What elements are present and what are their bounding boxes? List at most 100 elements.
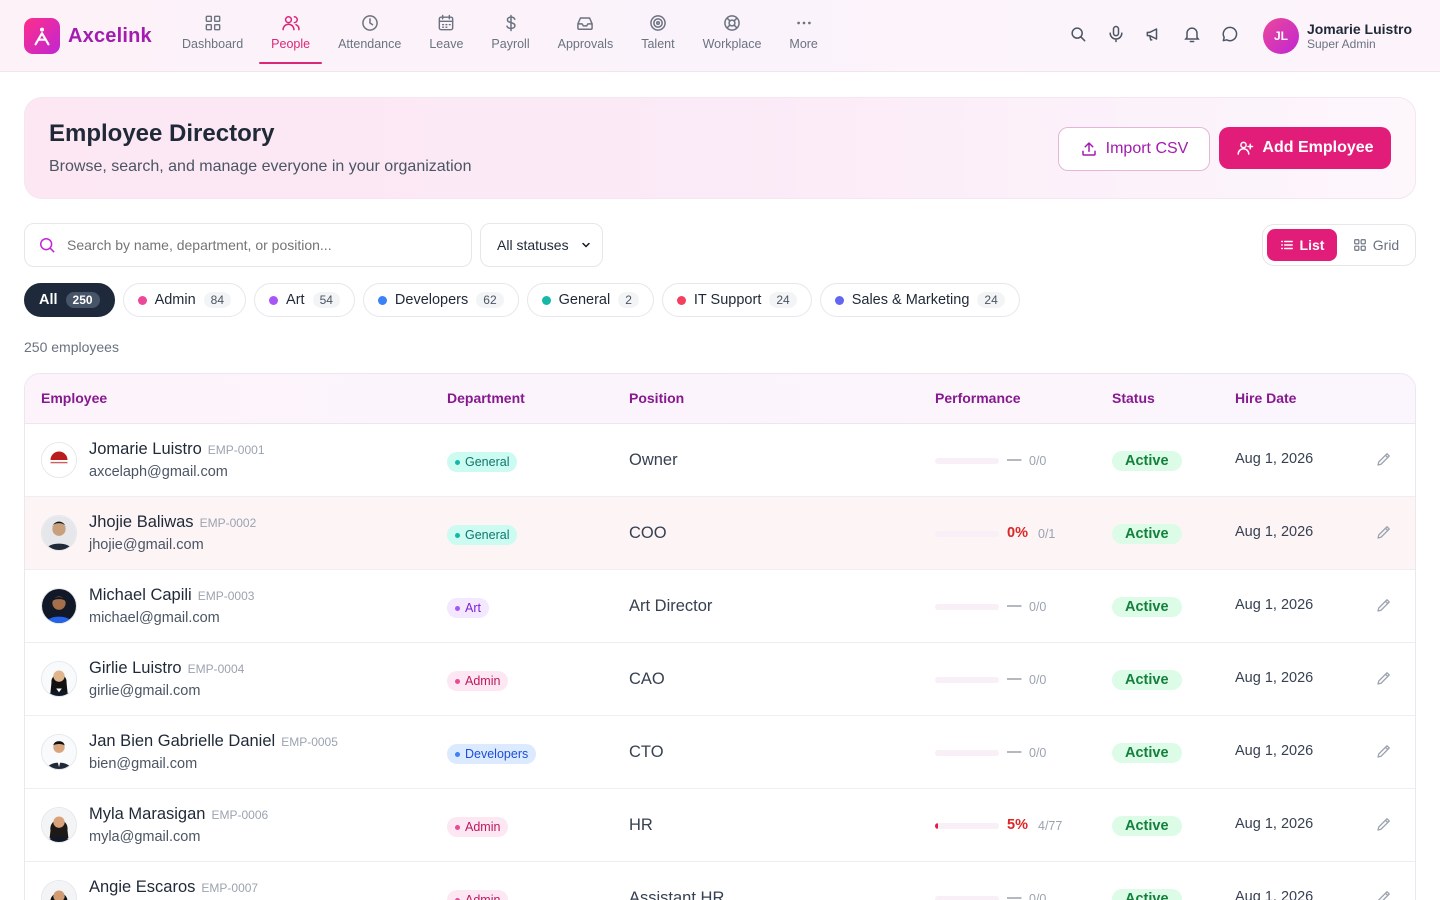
table-row[interactable]: Jomarie Luistro EMP-0001 axcelaph@gmail.co…	[25, 424, 1415, 497]
employee-count: 250 employees	[24, 339, 119, 355]
employee-name: Michael Capili	[89, 586, 192, 604]
table-row[interactable]: Jan Bien Gabrielle Daniel EMP-0005 bien@gm…	[25, 716, 1415, 789]
chip-label: Developers	[394, 292, 469, 308]
employee-name: Jomarie Luistro	[89, 440, 202, 458]
department-dot	[455, 532, 460, 538]
import-csv-button[interactable]: Import CSV	[1058, 127, 1210, 171]
employee-name-cell[interactable]: Jan Bien Gabrielle Daniel EMP-0005	[89, 732, 338, 751]
nav-item-payroll[interactable]: Payroll	[479, 0, 541, 64]
employee-name-cell[interactable]: Jomarie Luistro EMP-0001	[89, 440, 265, 459]
table-header: Employee Department Position Performance Sta…	[25, 374, 1415, 424]
filter-chip-art[interactable]: Art 54	[254, 283, 355, 317]
filter-chip-sales-marketing[interactable]: Sales & Marketing 24	[819, 283, 1020, 317]
dashboard-icon	[203, 13, 223, 37]
performance-bar	[935, 458, 999, 464]
table-row[interactable]: Myla Marasigan EMP-0006 myla@gmail.com Admi…	[25, 789, 1415, 862]
nav-item-attendance[interactable]: Attendance	[326, 0, 413, 64]
table-row[interactable]: Angie Escaros EMP-0007 Admin Assistant HR — 0…	[25, 862, 1415, 900]
chip-color-dot	[676, 295, 686, 305]
employee-table: Employee Department Position Performance Sta…	[24, 373, 1416, 900]
brand[interactable]: Axcelink	[24, 18, 152, 54]
search-box[interactable]	[24, 223, 472, 267]
user-avatar: JL	[1262, 18, 1299, 54]
add-employee-button[interactable]: Add Employee	[1219, 127, 1391, 169]
dollar-icon	[501, 13, 521, 37]
megaphone-icon[interactable]	[1144, 24, 1164, 44]
edit-pencil-icon[interactable]	[1375, 669, 1393, 687]
department-badge: Admin	[447, 817, 509, 837]
filter-chip-developers[interactable]: Developers 62	[362, 283, 519, 317]
employee-id: EMP-0001	[207, 443, 265, 457]
hire-date: Aug 1, 2026	[1235, 816, 1314, 832]
top-actions	[1068, 24, 1240, 44]
performance-ratio: 0/0	[1029, 892, 1047, 900]
filter-chip-all[interactable]: All 250	[24, 283, 115, 317]
microphone-icon[interactable]	[1106, 24, 1126, 44]
nav-item-label: Payroll	[491, 37, 530, 51]
column-header-status[interactable]: Status	[1112, 390, 1155, 406]
employee-name-cell[interactable]: Girlie Luistro EMP-0004	[89, 659, 244, 678]
edit-pencil-icon[interactable]	[1375, 450, 1393, 468]
search-icon[interactable]	[1068, 24, 1088, 44]
employee-email: jhojie@gmail.com	[89, 537, 204, 553]
grid-view-button[interactable]: Grid	[1341, 229, 1411, 261]
user-role: Super Admin	[1306, 37, 1376, 51]
chat-icon[interactable]	[1220, 24, 1240, 44]
nav-item-workplace[interactable]: Workplace	[691, 0, 774, 64]
edit-pencil-icon[interactable]	[1375, 888, 1393, 900]
column-header-performance[interactable]: Performance	[935, 390, 1021, 406]
status-filter-select[interactable]: All statuses	[480, 223, 603, 267]
chip-count: 84	[203, 292, 232, 308]
page-title: Employee Directory	[49, 120, 275, 147]
search-input[interactable]	[67, 237, 447, 253]
table-row[interactable]: Jhojie Baliwas EMP-0002 jhojie@gmail.com Ge…	[25, 497, 1415, 570]
employee-name-cell[interactable]: Jhojie Baliwas EMP-0002	[89, 513, 256, 532]
performance-bar	[935, 896, 999, 900]
table-row[interactable]: Michael Capili EMP-0003 michael@gmail.com A…	[25, 570, 1415, 643]
filter-chip-general[interactable]: General 2	[526, 283, 654, 317]
hire-date: Aug 1, 2026	[1235, 889, 1314, 900]
performance-percent: 0%	[1007, 525, 1028, 541]
hire-date: Aug 1, 2026	[1235, 451, 1314, 467]
list-icon	[1280, 240, 1293, 250]
nav-item-approvals[interactable]: Approvals	[546, 0, 626, 64]
employee-name-cell[interactable]: Myla Marasigan EMP-0006	[89, 805, 268, 824]
list-view-button[interactable]: List	[1267, 229, 1337, 261]
department-label: Admin	[465, 893, 501, 900]
nav-item-people[interactable]: People	[259, 0, 323, 64]
brand-name: Axcelink	[68, 24, 152, 47]
employee-name: Myla Marasigan	[89, 805, 206, 823]
brand-logo-icon	[24, 18, 60, 54]
nav-item-more[interactable]: More	[777, 0, 829, 64]
employee-avatar	[41, 734, 77, 770]
employee-name-cell[interactable]: Angie Escaros EMP-0007	[89, 878, 258, 897]
employee-avatar	[41, 588, 77, 624]
employee-position: HR	[629, 816, 653, 834]
column-header-department[interactable]: Department	[447, 390, 525, 406]
nav-item-talent[interactable]: Talent	[629, 0, 686, 64]
column-header-hire-date[interactable]: Hire Date	[1235, 390, 1297, 406]
nav-item-leave[interactable]: Leave	[417, 0, 475, 64]
main-nav: Dashboard People Attendance Leave Payroll App…	[170, 0, 834, 72]
employee-name: Jan Bien Gabrielle Daniel	[89, 732, 276, 750]
bell-icon[interactable]	[1182, 24, 1202, 44]
user-menu[interactable]: JL Jomarie Luistro Super Admin	[1262, 18, 1412, 54]
edit-pencil-icon[interactable]	[1375, 523, 1393, 541]
department-badge: Admin	[447, 890, 509, 900]
column-header-position[interactable]: Position	[629, 390, 685, 406]
edit-pencil-icon[interactable]	[1375, 742, 1393, 760]
employee-id: EMP-0002	[199, 516, 257, 530]
employee-name-cell[interactable]: Michael Capili EMP-0003	[89, 586, 254, 605]
performance-percent: 5%	[1007, 817, 1028, 833]
nav-item-dashboard[interactable]: Dashboard	[170, 0, 255, 64]
table-row[interactable]: Girlie Luistro EMP-0004 girlie@gmail.com Ad…	[25, 643, 1415, 716]
column-header-employee[interactable]: Employee	[41, 390, 108, 406]
edit-pencil-icon[interactable]	[1375, 815, 1393, 833]
department-label: Developers	[465, 747, 529, 761]
chip-count: 24	[977, 292, 1005, 308]
department-label: Admin	[465, 674, 501, 688]
filter-chip-it-support[interactable]: IT Support 24	[661, 283, 812, 317]
edit-pencil-icon[interactable]	[1375, 596, 1393, 614]
employee-position: CAO	[629, 670, 665, 688]
filter-chip-admin[interactable]: Admin 84	[122, 283, 247, 317]
